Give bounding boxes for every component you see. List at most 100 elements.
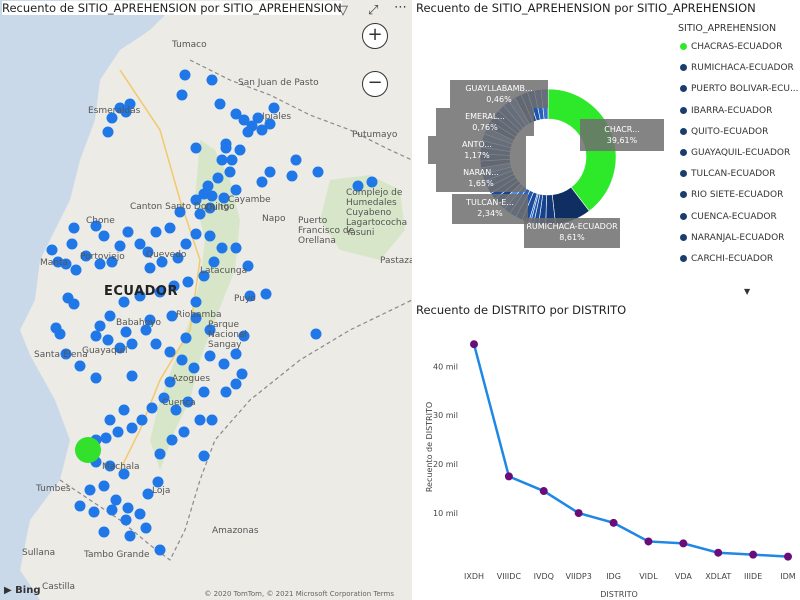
map-point[interactable] bbox=[140, 522, 152, 534]
map-point[interactable] bbox=[74, 360, 86, 372]
legend-item[interactable]: RIO SIETE-ECUADOR bbox=[680, 190, 783, 200]
filter-icon[interactable]: ▽ bbox=[338, 3, 348, 18]
map-point[interactable] bbox=[90, 220, 102, 232]
legend-scroll-down-icon[interactable]: ▼ bbox=[744, 287, 751, 296]
map-point[interactable] bbox=[100, 432, 112, 444]
map-point[interactable] bbox=[366, 176, 378, 188]
map-point[interactable] bbox=[98, 230, 110, 242]
map-point[interactable] bbox=[98, 480, 110, 492]
map-point[interactable] bbox=[206, 74, 218, 86]
map-point[interactable] bbox=[238, 330, 250, 342]
map-point[interactable] bbox=[224, 166, 236, 178]
data-point[interactable] bbox=[749, 550, 758, 559]
map-point[interactable] bbox=[204, 324, 216, 336]
data-point[interactable] bbox=[714, 548, 723, 557]
map-point[interactable] bbox=[146, 402, 158, 414]
map-point[interactable] bbox=[190, 312, 202, 324]
map-point[interactable] bbox=[242, 126, 254, 138]
map-point[interactable] bbox=[50, 322, 62, 334]
map-point[interactable] bbox=[94, 320, 106, 332]
map-point[interactable] bbox=[156, 256, 168, 268]
map-point[interactable] bbox=[204, 350, 216, 362]
map-point[interactable] bbox=[204, 202, 216, 214]
map-point[interactable] bbox=[68, 222, 80, 234]
zoom-in-button[interactable]: + bbox=[362, 23, 388, 49]
map-point[interactable] bbox=[164, 376, 176, 388]
map-point[interactable] bbox=[310, 328, 322, 340]
map-point[interactable] bbox=[118, 404, 130, 416]
map-point[interactable] bbox=[118, 296, 130, 308]
zoom-out-button[interactable]: − bbox=[362, 71, 388, 97]
map-point[interactable] bbox=[182, 276, 194, 288]
map-point[interactable] bbox=[204, 230, 216, 242]
map-point[interactable] bbox=[84, 484, 96, 496]
map-point[interactable] bbox=[230, 378, 242, 390]
legend-item[interactable]: CARCHI-ECUADOR bbox=[680, 254, 773, 264]
map-point[interactable] bbox=[152, 476, 164, 488]
data-point[interactable] bbox=[504, 472, 513, 481]
data-point[interactable] bbox=[470, 340, 478, 349]
map-point[interactable] bbox=[66, 238, 78, 250]
map-point[interactable] bbox=[236, 368, 248, 380]
map-point[interactable] bbox=[150, 338, 162, 350]
map-point[interactable] bbox=[174, 206, 186, 218]
map-point[interactable] bbox=[252, 112, 264, 124]
legend-item[interactable]: RUMICHACA-ECUADOR bbox=[680, 63, 794, 73]
map-point[interactable] bbox=[62, 292, 74, 304]
map-point[interactable] bbox=[220, 142, 232, 154]
map-point[interactable] bbox=[206, 190, 218, 202]
map-point[interactable] bbox=[166, 434, 178, 446]
map-point[interactable] bbox=[290, 154, 302, 166]
legend-item[interactable]: CUENCA-ECUADOR bbox=[680, 212, 777, 222]
map-point[interactable] bbox=[144, 262, 156, 274]
legend-item[interactable]: PUERTO BOLIVAR-ECU... bbox=[680, 84, 799, 94]
legend-item[interactable]: CHACRAS-ECUADOR bbox=[680, 42, 782, 52]
map-point[interactable] bbox=[104, 414, 116, 426]
map-point[interactable] bbox=[164, 346, 176, 358]
map-point[interactable] bbox=[158, 392, 170, 404]
map-point[interactable] bbox=[154, 448, 166, 460]
data-point[interactable] bbox=[539, 487, 548, 496]
map-point[interactable] bbox=[106, 112, 118, 124]
donut-visual[interactable]: Recuento de SITIO_APREHENSION por SITIO_… bbox=[414, 0, 800, 300]
map-point[interactable] bbox=[176, 89, 188, 101]
map-point[interactable] bbox=[242, 260, 254, 272]
map-point[interactable] bbox=[60, 348, 72, 360]
map-point[interactable] bbox=[212, 172, 224, 184]
legend-item[interactable]: QUITO-ECUADOR bbox=[680, 127, 768, 137]
data-point[interactable] bbox=[679, 539, 688, 548]
map-point[interactable] bbox=[230, 242, 242, 254]
map-point[interactable] bbox=[194, 208, 206, 220]
data-point[interactable] bbox=[644, 537, 653, 546]
data-point[interactable] bbox=[784, 552, 792, 561]
data-point[interactable] bbox=[609, 518, 618, 527]
map-point[interactable] bbox=[102, 334, 114, 346]
map-point[interactable] bbox=[126, 338, 138, 350]
map-point[interactable] bbox=[170, 404, 182, 416]
map-point[interactable] bbox=[256, 124, 268, 136]
map-point[interactable] bbox=[168, 280, 180, 292]
map-point[interactable] bbox=[190, 142, 202, 154]
map-point[interactable] bbox=[118, 468, 130, 480]
map-point[interactable] bbox=[216, 154, 228, 166]
map-point[interactable] bbox=[154, 286, 166, 298]
map-point[interactable] bbox=[144, 314, 156, 326]
legend-item[interactable]: GUAYAQUIL-ECUADOR bbox=[680, 148, 790, 158]
more-options-icon[interactable]: ⋯ bbox=[394, 0, 407, 15]
map-canvas[interactable] bbox=[0, 0, 412, 600]
legend-item[interactable]: TULCAN-ECUADOR bbox=[680, 169, 776, 179]
map-point[interactable] bbox=[124, 530, 136, 542]
map-point[interactable] bbox=[256, 176, 268, 188]
map-point[interactable] bbox=[216, 242, 228, 254]
map-point[interactable] bbox=[80, 250, 92, 262]
map-point[interactable] bbox=[208, 256, 220, 268]
map-point[interactable] bbox=[182, 396, 194, 408]
map-point[interactable] bbox=[120, 106, 132, 118]
data-point[interactable] bbox=[574, 509, 583, 518]
map-point[interactable] bbox=[60, 258, 72, 270]
map-point[interactable] bbox=[180, 332, 192, 344]
map-point[interactable] bbox=[179, 69, 191, 81]
map-point[interactable] bbox=[190, 194, 202, 206]
map-point[interactable] bbox=[172, 252, 184, 264]
map-point[interactable] bbox=[268, 102, 280, 114]
